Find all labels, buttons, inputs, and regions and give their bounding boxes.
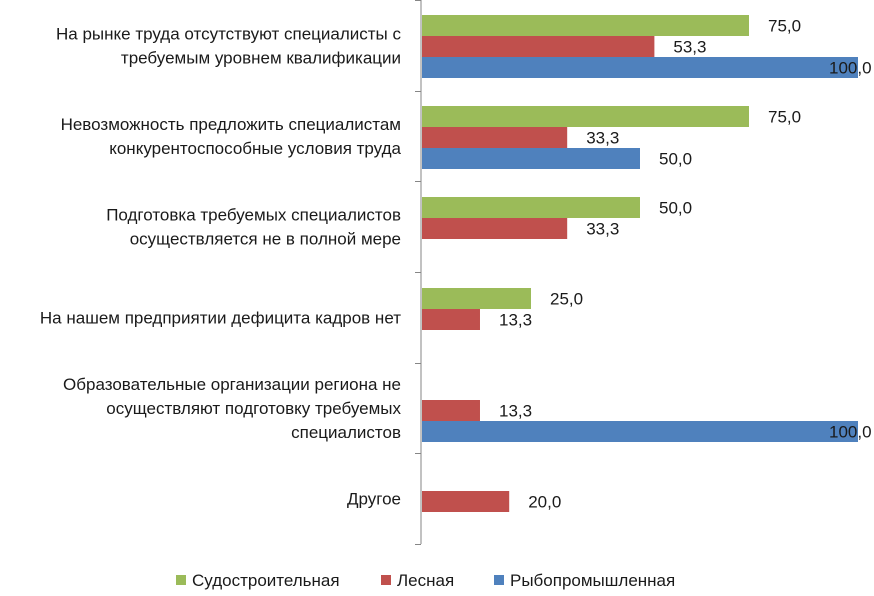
legend-swatch [381, 575, 391, 585]
data-label: 20,0 [528, 493, 561, 512]
category-label: конкурентоспособные условия труда [109, 139, 401, 158]
bar-2 [422, 218, 568, 239]
category-label: Подготовка требуемых специалистов [106, 206, 401, 225]
category-label: специалистов [291, 423, 401, 442]
data-label: 75,0 [768, 108, 801, 127]
bar-2 [422, 400, 480, 421]
bar-2 [422, 491, 510, 512]
category-label: Другое [347, 490, 401, 509]
category-label: На нашем предприятии дефицита кадров нет [40, 308, 401, 327]
bar-2 [422, 309, 480, 330]
legend-label: Судостроительная [192, 571, 340, 590]
bar-3 [422, 57, 858, 78]
category-label: Невозможность предложить специалистам [61, 115, 401, 134]
data-label: 25,0 [550, 290, 583, 309]
data-label: 13,3 [499, 402, 532, 421]
legend-label: Лесная [397, 571, 454, 590]
data-label: 33,3 [586, 220, 619, 239]
legend-label: Рыбопромышленная [510, 571, 675, 590]
bar-1 [422, 288, 531, 309]
legend-swatch [176, 575, 186, 585]
category-label: осуществляют подготовку требуемых [106, 399, 401, 418]
category-label: Образовательные организации региона не [63, 375, 401, 394]
data-label: 50,0 [659, 199, 692, 218]
category-label: осуществляется не в полной мере [130, 230, 401, 249]
data-label: 53,3 [673, 38, 706, 57]
bar-1 [422, 15, 749, 36]
bar-2 [422, 36, 655, 57]
data-label: 75,0 [768, 17, 801, 36]
bar-1 [422, 197, 640, 218]
bar-1 [422, 106, 749, 127]
data-label: 100,0 [829, 423, 872, 442]
data-label: 13,3 [499, 311, 532, 330]
bar-3 [422, 148, 640, 169]
data-label: 33,3 [586, 129, 619, 148]
bar-3 [422, 421, 858, 442]
category-label: требуемым уровнем квалификации [121, 48, 401, 67]
data-label: 100,0 [829, 59, 872, 78]
legend-swatch [494, 575, 504, 585]
category-label: На рынке труда отсутствуют специалисты с [56, 24, 401, 43]
data-label: 50,0 [659, 150, 692, 169]
bar-2 [422, 127, 568, 148]
